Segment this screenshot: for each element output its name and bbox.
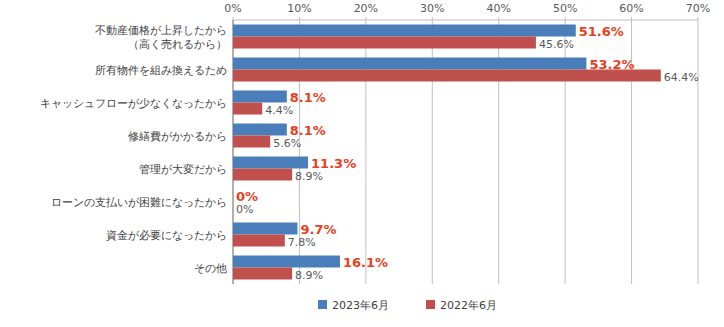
category-label-line: 管理が大変だから xyxy=(139,163,227,176)
category-label-line: （高く売れるから） xyxy=(128,38,227,51)
data-label: 64.4% xyxy=(664,71,699,84)
legend-swatch xyxy=(426,300,435,309)
bar xyxy=(233,256,340,268)
bar xyxy=(233,91,287,103)
category-label: 所有物件を組み換えるため xyxy=(95,64,227,77)
tick-label: 0% xyxy=(224,2,241,15)
data-label: 8.1% xyxy=(290,123,326,138)
data-label: 8.1% xyxy=(290,90,326,105)
tick-label: 60% xyxy=(619,2,643,15)
data-label: 4.4% xyxy=(265,104,293,117)
bar xyxy=(233,157,308,169)
bar xyxy=(233,223,297,235)
bar xyxy=(233,268,292,280)
bar xyxy=(233,124,287,136)
bar xyxy=(233,190,234,202)
tick-label: 30% xyxy=(420,2,444,15)
bar xyxy=(233,169,292,181)
category-label: キャッシュフローが少なくなったから xyxy=(40,97,227,110)
bar xyxy=(233,37,536,49)
category-label-line: 不動産価格が上昇したから xyxy=(95,24,227,37)
tick-label: 20% xyxy=(354,2,378,15)
bar xyxy=(233,136,270,148)
tick-label: 70% xyxy=(686,2,710,15)
grid-line xyxy=(698,20,699,284)
tick-label: 10% xyxy=(287,2,311,15)
category-label: ローンの支払いが困難になったから xyxy=(51,196,227,209)
bar xyxy=(233,103,262,115)
category-label-line: 所有物件を組み換えるため xyxy=(95,64,227,77)
category-label: 管理が大変だから xyxy=(139,163,227,176)
category-label-line: ローンの支払いが困難になったから xyxy=(51,196,227,209)
category-label-line: その他 xyxy=(194,262,227,275)
category-label-line: キャッシュフローが少なくなったから xyxy=(40,97,227,110)
data-label: 8.9% xyxy=(295,170,323,183)
data-label: 7.8% xyxy=(288,236,316,249)
bar xyxy=(233,235,285,247)
tick-label: 50% xyxy=(553,2,577,15)
bar xyxy=(233,202,234,214)
legend-label: 2022年6月 xyxy=(440,299,497,312)
bar xyxy=(233,25,576,37)
bar xyxy=(233,58,586,70)
data-label: 0% xyxy=(236,203,253,216)
data-label: 5.6% xyxy=(273,137,301,150)
data-label: 0% xyxy=(236,189,258,204)
category-label: 資金が必要になったから xyxy=(106,229,227,242)
data-label: 8.9% xyxy=(295,269,323,282)
category-label: その他 xyxy=(194,262,227,275)
axis-line xyxy=(233,20,698,21)
data-label: 16.1% xyxy=(343,255,388,270)
bars xyxy=(233,25,661,280)
tick-label: 40% xyxy=(486,2,510,15)
data-label: 51.6% xyxy=(579,24,624,39)
data-label: 9.7% xyxy=(300,222,336,237)
chart: 0% 10% 20% 30% 40% 50% 60% 70% 不動産価格が上昇したから（高く売れ… xyxy=(0,0,724,327)
category-label: 不動産価格が上昇したから（高く売れるから） xyxy=(95,24,227,51)
legend-swatch xyxy=(318,300,327,309)
category-label: 修繕費がかかるから xyxy=(128,130,227,143)
legend-label: 2023年6月 xyxy=(332,299,389,312)
data-label: 11.3% xyxy=(311,156,356,171)
category-label-line: 修繕費がかかるから xyxy=(128,130,227,143)
data-label: 53.2% xyxy=(589,57,634,72)
data-label: 45.6% xyxy=(539,38,574,51)
category-label-line: 資金が必要になったから xyxy=(106,229,227,242)
